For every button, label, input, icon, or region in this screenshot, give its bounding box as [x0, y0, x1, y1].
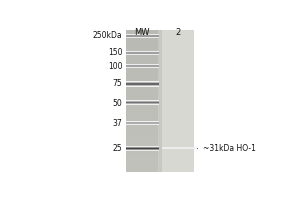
Text: 37: 37: [112, 119, 122, 128]
Text: 150: 150: [108, 48, 122, 57]
Text: 250kDa: 250kDa: [93, 31, 122, 40]
Text: 100: 100: [108, 62, 122, 71]
Text: 25: 25: [113, 144, 122, 153]
Text: ~31kDa HO-1: ~31kDa HO-1: [202, 144, 256, 153]
Text: MW: MW: [134, 28, 149, 37]
Bar: [162, 30, 194, 172]
Bar: [126, 30, 158, 172]
Text: 2: 2: [176, 28, 181, 37]
Bar: [126, 30, 194, 172]
Text: 75: 75: [112, 79, 122, 88]
Text: 50: 50: [112, 99, 122, 108]
